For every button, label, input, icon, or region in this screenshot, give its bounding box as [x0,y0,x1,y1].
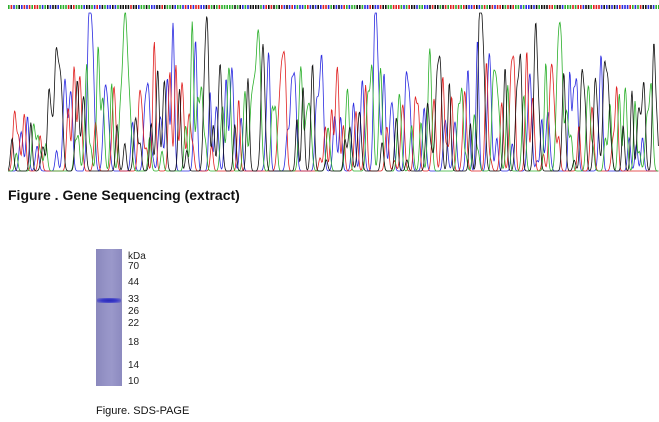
trace-a [8,12,659,172]
sequencing-chromatogram [8,3,659,175]
trace-c [8,12,659,172]
marker-label-14: 14 [128,360,140,371]
marker-label-44: 44 [128,277,140,288]
sds-page-gel-lane [96,249,122,386]
kda-unit-label: kDa [128,251,146,262]
marker-label-33: 33 [128,294,140,305]
sds-page-caption: Figure. SDS-PAGE [96,405,190,417]
sequencing-caption: Figure . Gene Sequencing (extract) [8,187,240,203]
trace-g [8,12,659,172]
chromatogram-traces [8,5,659,172]
protein-band [97,298,121,303]
marker-label-70: 70 [128,261,140,272]
marker-label-26: 26 [128,306,140,317]
marker-label-22: 22 [128,318,140,329]
marker-label-10: 10 [128,376,140,387]
marker-label-18: 18 [128,337,140,348]
base-call-strip [8,5,659,9]
